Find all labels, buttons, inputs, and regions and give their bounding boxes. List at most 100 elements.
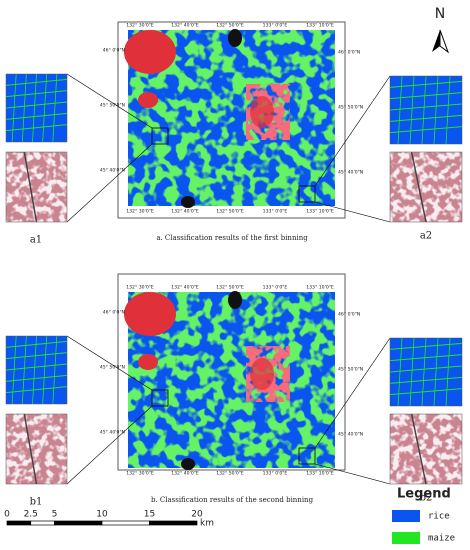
inset-field-line <box>11 335 17 405</box>
inset-field-line <box>389 365 463 373</box>
latitude-label: 46° 0'0"N <box>103 310 125 316</box>
water-body <box>181 196 195 208</box>
inset-field-line <box>409 337 415 407</box>
connector <box>314 337 391 449</box>
scale-segment <box>54 520 103 526</box>
legend-swatch <box>392 510 420 522</box>
inset-field-line <box>433 75 439 145</box>
longitude-label: 133° 10'0"E <box>306 471 334 477</box>
legend-label: rice <box>428 512 450 522</box>
inset-frame <box>389 151 463 223</box>
latitude-label: 45° 40'0"N <box>338 170 363 176</box>
legend-label: maize <box>428 534 455 544</box>
connector <box>314 75 391 187</box>
inset-field-line <box>389 126 463 134</box>
red-region <box>124 30 176 74</box>
aerial-road <box>410 151 427 223</box>
north-arrow: N <box>432 6 450 54</box>
longitude-label: 132° 50'0"E <box>216 285 244 291</box>
inset-field-line <box>42 73 48 143</box>
inset-field-line <box>409 75 415 145</box>
scale-label: 10 <box>96 510 108 520</box>
zoom-box <box>298 447 316 465</box>
inset-field-line <box>52 73 58 143</box>
aerial-texture <box>390 152 462 222</box>
inset-frame <box>5 151 68 223</box>
latitude-label: 45° 50'0"N <box>338 105 363 111</box>
longitude-label: 133° 10'0"E <box>306 209 334 215</box>
connector <box>314 463 391 485</box>
inset-field-line <box>445 337 451 407</box>
inset-frame <box>5 335 68 405</box>
longitude-label: 132° 30'0"E <box>126 285 154 291</box>
longitude-label: 133° 0'0"E <box>263 285 288 291</box>
red-region <box>138 354 158 370</box>
inset-field-line <box>421 75 427 145</box>
inset-field-line <box>389 354 463 362</box>
aerial-road <box>23 151 38 223</box>
scale-label: 15 <box>144 510 155 520</box>
latitude-label: 46° 0'0"N <box>103 48 125 54</box>
latitude-label: 45° 50'0"N <box>338 367 363 373</box>
longitude-label: 132° 50'0"E <box>216 23 244 29</box>
inset-rice <box>6 74 67 142</box>
inset-rice <box>390 338 462 406</box>
scale-segment <box>6 520 32 526</box>
scale-label: 0 <box>4 510 10 520</box>
red-region <box>124 292 176 336</box>
inset-frame <box>389 413 463 485</box>
water-body <box>181 458 195 470</box>
longitude-label: 132° 50'0"E <box>216 471 244 477</box>
scale-segment <box>101 520 150 526</box>
inset-label: a2 <box>420 231 432 242</box>
latitude-label: 45° 40'0"N <box>100 430 125 436</box>
scale-label: 5 <box>52 510 58 520</box>
map-panel: 132° 30'0"E 132° 30'0"E 132° 40'0"E 132° 40… <box>5 21 463 246</box>
connector <box>66 143 153 223</box>
inset-field-line <box>21 73 27 143</box>
latitude-label: 46° 0'0"N <box>338 312 360 318</box>
red-region <box>138 92 158 108</box>
longitude-label: 133° 10'0"E <box>306 285 334 291</box>
inset-field-line <box>5 112 68 120</box>
scale-segment <box>30 520 55 526</box>
longitude-label: 132° 30'0"E <box>126 471 154 477</box>
legend: Legend rice maize <box>392 487 455 544</box>
inset-field-line <box>389 92 463 100</box>
inset-field-line <box>5 101 68 109</box>
inset-field-line <box>433 337 439 407</box>
longitude-label: 132° 40'0"E <box>171 285 199 291</box>
inset-rice <box>6 336 67 404</box>
scale-segment <box>149 520 198 526</box>
aerial-road <box>23 413 38 485</box>
legend-swatch <box>392 532 420 544</box>
longitude-label: 132° 40'0"E <box>171 23 199 29</box>
north-label: N <box>435 6 445 22</box>
inset-field-line <box>5 363 68 371</box>
zoom-box <box>151 389 169 407</box>
zoom-box <box>151 127 169 145</box>
inset-label: b2 <box>420 493 433 504</box>
longitude-label: 132° 30'0"E <box>126 209 154 215</box>
longitude-label: 133° 10'0"E <box>306 23 334 29</box>
inset-field-line <box>389 103 463 111</box>
inset-field-line <box>445 75 451 145</box>
inset-frame <box>389 75 463 145</box>
longitude-label: 133° 0'0"E <box>263 471 288 477</box>
aerial-road <box>410 413 427 485</box>
inset-field-line <box>5 90 68 98</box>
scale-label: 2.5 <box>24 510 38 520</box>
longitude-label: 133° 0'0"E <box>263 209 288 215</box>
inset-field-line <box>421 337 427 407</box>
connector <box>66 73 153 129</box>
inset-field-line <box>5 386 68 394</box>
aerial-texture <box>390 414 462 484</box>
zoom-box <box>298 185 316 203</box>
connector <box>66 405 153 485</box>
latitude-label: 45° 50'0"N <box>100 103 125 109</box>
maps: 132° 30'0"E 132° 30'0"E 132° 40'0"E 132° 40… <box>5 21 463 508</box>
map-panel: 132° 30'0"E 132° 30'0"E 132° 40'0"E 132° 40… <box>5 273 463 508</box>
longitude-label: 132° 40'0"E <box>171 471 199 477</box>
